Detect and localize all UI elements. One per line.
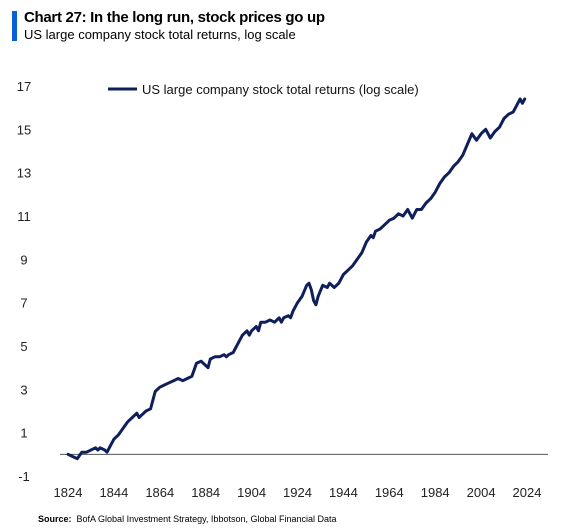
chart-subtitle: US large company stock total returns, lo… — [24, 27, 296, 42]
y-tick-label: 7 — [20, 296, 27, 311]
x-tick-label: 1824 — [54, 485, 83, 500]
x-tick-label: 2004 — [467, 485, 496, 500]
legend-label: US large company stock total returns (lo… — [142, 82, 419, 97]
x-axis: 1824 1844 1864 1884 1904 1924 1944 1964 1984 2004… — [54, 485, 542, 500]
y-tick-label: 11 — [17, 209, 31, 224]
y-tick-label: 9 — [20, 252, 27, 267]
chart-title: Chart 27: In the long run, stock prices … — [24, 9, 325, 26]
title-accent-bar — [12, 11, 17, 41]
y-tick-label: -1 — [18, 469, 30, 484]
source-label: Source: — [38, 514, 72, 524]
x-tick-label: 1944 — [329, 485, 358, 500]
x-tick-label: 1904 — [237, 485, 266, 500]
y-tick-label: 15 — [17, 122, 31, 137]
series-line — [66, 97, 527, 461]
x-tick-label: 1964 — [375, 485, 404, 500]
y-tick-label: 3 — [20, 382, 27, 397]
y-tick-label: 5 — [20, 339, 27, 354]
x-tick-label: 2024 — [513, 485, 542, 500]
source-note: Source: BofA Global Investment Strategy,… — [38, 514, 337, 524]
y-tick-label: 1 — [20, 426, 27, 441]
x-tick-label: 1984 — [421, 485, 450, 500]
x-tick-label: 1864 — [145, 485, 174, 500]
x-tick-label: 1844 — [99, 485, 128, 500]
x-tick-label: 1884 — [191, 485, 220, 500]
source-text: BofA Global Investment Strategy, Ibbotso… — [76, 514, 337, 524]
y-tick-label: 17 — [17, 79, 31, 94]
y-tick-label: 13 — [17, 166, 31, 181]
legend: US large company stock total returns (lo… — [108, 82, 419, 97]
x-tick-label: 1924 — [283, 485, 312, 500]
